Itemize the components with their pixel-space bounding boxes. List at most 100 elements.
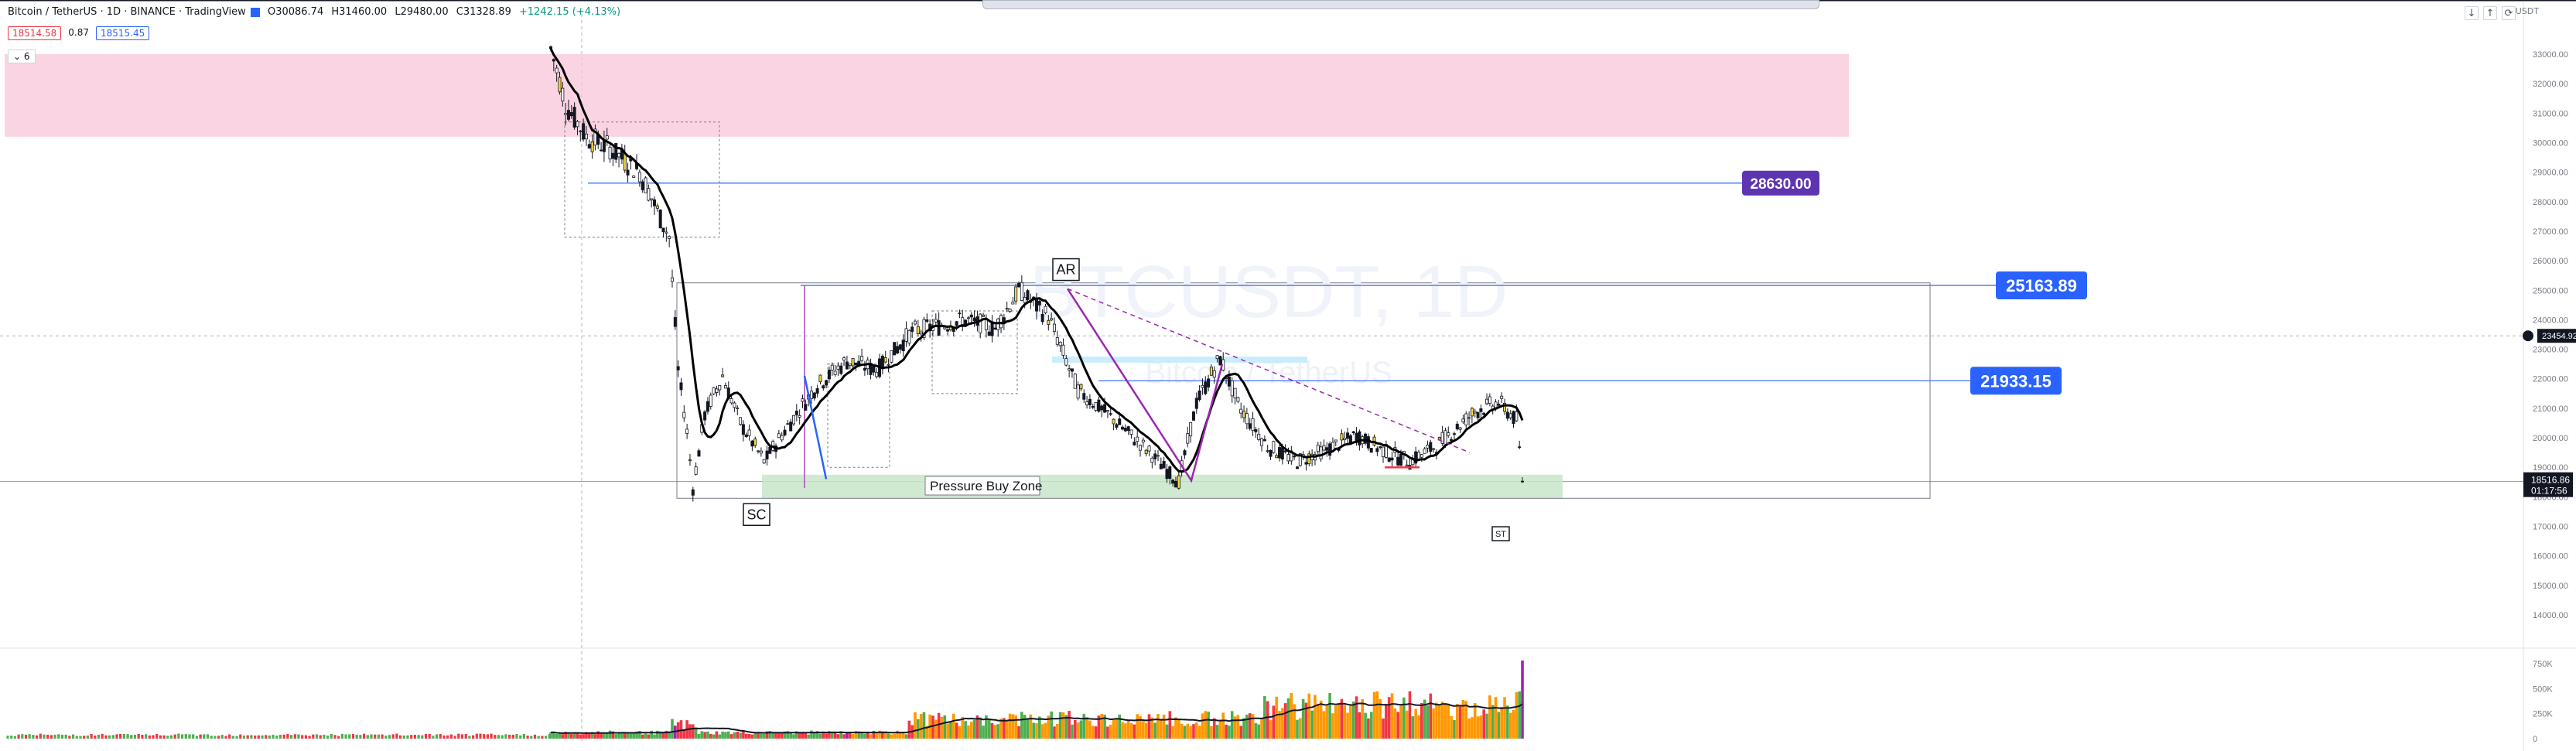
volume-bar [195,736,198,739]
volume-bar [239,734,242,739]
volume-bar [1254,723,1258,739]
volume-bar [555,733,559,739]
indicators-toggle[interactable]: ⌄ 6 [8,49,36,63]
trendline-dashed [1067,288,1471,453]
candle [836,362,840,377]
volume-bar [439,733,442,739]
volume-bar [1286,698,1290,739]
candle [733,401,736,412]
volume-bar [869,734,873,739]
buy-button[interactable]: 18515.45 [95,26,150,40]
volume-bar [293,734,296,739]
candle [1310,449,1314,466]
volume-bar [638,731,641,739]
volume-bar [275,736,278,739]
volume-bar [1171,725,1174,739]
volume-bar [395,733,398,739]
candle [1387,456,1391,463]
volume-bar [406,735,409,739]
annotation-st: ST [1491,526,1510,541]
scroll-up-icon[interactable]: ↑ [2483,6,2497,20]
volume-bar [90,733,93,739]
candle [632,175,636,178]
volume-bar [605,732,609,739]
volume-tick-label: 500K [2533,684,2553,694]
candle [1375,446,1379,456]
candle [1156,449,1160,462]
volume-bar [530,736,533,739]
scroll-down-icon[interactable]: ↓ [2465,6,2479,20]
trading-range-box [676,282,1931,499]
volume-bar [75,736,78,739]
volume-bar [46,734,50,739]
volume-bar [133,734,137,739]
candle [955,320,958,331]
volume-bar [1479,715,1483,739]
candle [587,139,591,149]
volume-bar [1467,718,1471,739]
volume-bar [486,734,489,739]
volume-bar [315,734,319,739]
crosshair-price-tag: 23454.92 [2537,329,2576,343]
volume-bar [1443,704,1447,739]
volume-bar [526,736,529,739]
drawing-toolbar[interactable] [982,0,1819,9]
volume-bar [32,735,35,739]
volume-bar [765,731,769,739]
volume-bar [739,732,742,739]
volume-bar [312,734,315,739]
candle [1319,441,1323,463]
volume-bar [188,734,191,739]
volume-bar [436,734,439,739]
open-value: 30086.74 [275,6,324,18]
symbol-title[interactable]: Bitcoin / TetherUS · 1D · BINANCE · Trad… [8,6,246,18]
volume-bar [1515,692,1519,739]
candle [572,102,576,130]
volume-bar [958,725,962,739]
candle [804,399,808,411]
volume-bar [1212,718,1216,739]
candle [1346,427,1350,445]
volume-bar [511,734,514,739]
volume-bar [982,725,985,739]
candle [1153,449,1157,466]
volume-bar [1017,725,1020,739]
candle [958,309,962,319]
candle [561,82,565,107]
volume-bar [1314,695,1317,739]
volume-bar [768,731,772,739]
annotation-text: ST [1495,530,1506,539]
candle [765,445,769,466]
price-tick-label: 23000.00 [2533,346,2568,355]
volume-bar [813,732,816,739]
volume-bar [1343,705,1347,739]
volume-bar [282,734,285,739]
low-label: L [395,6,401,18]
candle [661,227,665,238]
candle [990,315,994,343]
candle [712,387,716,395]
volume-bar [141,735,144,739]
candle [721,367,725,378]
volume-bar [446,735,449,739]
volume-bar [210,736,213,739]
volume-bar [792,734,795,739]
high-label: H [331,6,340,18]
volume-bar [457,733,460,739]
volume-bar [152,735,155,739]
volume-bar [697,733,701,739]
volume-bar [278,735,282,739]
volume-bar [1275,696,1278,739]
candle [576,120,579,135]
volume-tick-label: 750K [2533,660,2553,669]
level-label-2: 21933.15 [1970,367,2062,395]
reset-icon[interactable]: ⟳ [2502,6,2516,20]
volume-bar [101,733,104,739]
sell-button[interactable]: 18514.58 [8,26,62,40]
volume-bar [257,735,260,739]
candle [1233,387,1237,405]
candle [688,453,692,466]
candle [946,327,950,336]
candle [904,321,908,347]
